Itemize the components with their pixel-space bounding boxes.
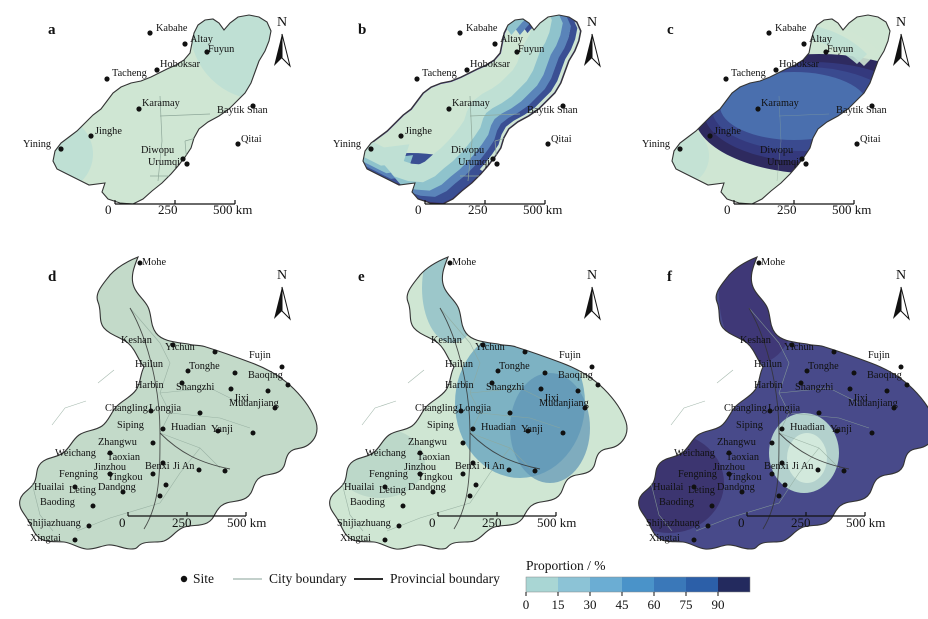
- svg-text:30: 30: [584, 597, 597, 612]
- svg-text:75: 75: [680, 597, 693, 612]
- svg-text:Provincial boundary: Provincial boundary: [390, 571, 500, 586]
- svg-text:N: N: [277, 268, 287, 283]
- svg-text:City boundary: City boundary: [269, 571, 347, 586]
- svg-text:N: N: [896, 15, 906, 30]
- svg-text:60: 60: [648, 597, 661, 612]
- svg-text:N: N: [587, 15, 597, 30]
- svg-text:N: N: [277, 15, 287, 30]
- svg-text:N: N: [896, 268, 906, 283]
- svg-text:45: 45: [616, 597, 629, 612]
- svg-text:N: N: [587, 268, 597, 283]
- svg-text:15: 15: [552, 597, 565, 612]
- svg-text:Proportion / %: Proportion / %: [526, 558, 606, 573]
- svg-text:0: 0: [523, 597, 530, 612]
- svg-text:90: 90: [712, 597, 725, 612]
- svg-text:Site: Site: [193, 571, 214, 586]
